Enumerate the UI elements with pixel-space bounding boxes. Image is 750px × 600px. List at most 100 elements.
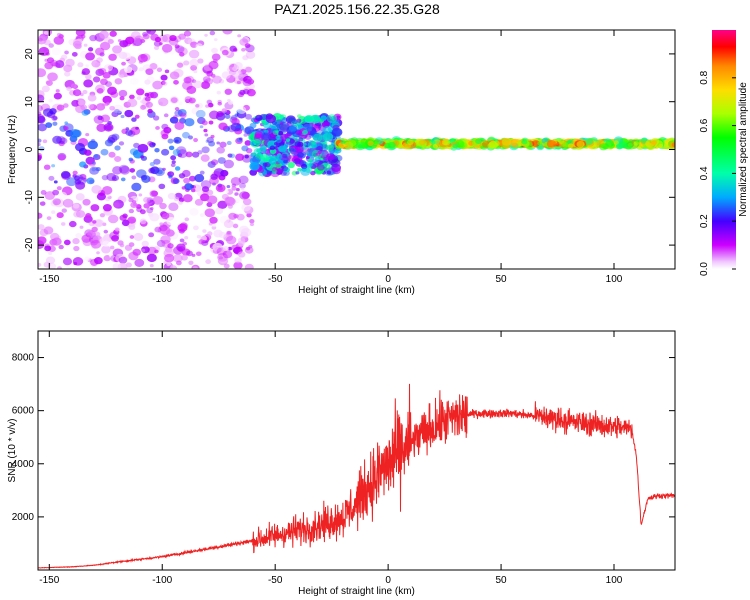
spectral-blob xyxy=(184,183,194,191)
spectral-blob xyxy=(63,239,71,246)
spectral-blob xyxy=(99,41,111,51)
spectral-blob xyxy=(72,89,82,97)
spectral-blob xyxy=(118,256,128,264)
spectral-blob xyxy=(60,170,71,179)
spectral-blob xyxy=(63,103,69,108)
spectral-blob xyxy=(235,153,245,161)
spectral-blob xyxy=(289,124,298,132)
spectral-blob xyxy=(145,68,154,76)
spectral-blob xyxy=(89,104,97,111)
spectral-blob xyxy=(140,104,147,110)
x-tick: 0 xyxy=(385,30,391,285)
spectral-blob xyxy=(202,229,207,233)
spectral-blob xyxy=(613,140,619,145)
spectral-blob xyxy=(191,107,200,115)
spectral-blob xyxy=(46,80,53,86)
spectral-blob xyxy=(38,196,45,202)
spectral-blob xyxy=(95,84,106,93)
spectral-blob xyxy=(52,198,61,206)
spectral-blob xyxy=(75,210,86,218)
spectral-blob xyxy=(430,140,436,145)
spectral-blob xyxy=(38,94,45,103)
spectral-blob xyxy=(562,142,569,148)
spectral-blob xyxy=(39,201,46,206)
spectral-blob xyxy=(244,140,252,146)
spectral-blob xyxy=(249,162,260,171)
spectral-blob xyxy=(215,184,226,193)
spectral-blob xyxy=(235,188,240,192)
spectral-blob xyxy=(227,66,234,73)
spectral-blob xyxy=(218,255,223,260)
spectral-blob xyxy=(81,71,86,75)
spectral-blob xyxy=(168,145,175,151)
y-tick-label: -20 xyxy=(24,237,35,252)
spectral-blob xyxy=(537,141,543,146)
spectral-blob xyxy=(184,118,195,127)
spectral-blob xyxy=(144,92,150,97)
spectral-blob xyxy=(200,81,211,89)
spectral-blob xyxy=(92,220,97,224)
spectral-blob xyxy=(83,79,94,88)
spectral-blob xyxy=(304,115,314,124)
spectral-blob xyxy=(128,208,135,214)
spectral-blob xyxy=(107,214,119,224)
spectral-blob xyxy=(176,62,184,68)
spectral-blob xyxy=(521,139,528,145)
y-tick: 10 xyxy=(24,96,675,107)
spectral-blob xyxy=(293,158,301,165)
spectral-blob xyxy=(584,137,594,146)
spectral-blob xyxy=(77,62,84,68)
y-tick-label: 8000 xyxy=(12,353,35,364)
spectral-blob xyxy=(83,43,88,47)
spectral-blob xyxy=(174,107,180,111)
spectral-blob xyxy=(178,101,183,106)
spectral-blob xyxy=(260,146,267,152)
spectral-blob xyxy=(228,63,238,71)
y-tick-label: 4000 xyxy=(12,459,35,470)
y-tick-label: -10 xyxy=(24,190,35,205)
spectral-blob xyxy=(240,187,245,191)
spectral-blob xyxy=(44,245,52,252)
spectral-blob xyxy=(227,153,233,158)
spectral-blob xyxy=(48,175,55,181)
spectral-blob xyxy=(144,79,151,85)
x-tick: 100 xyxy=(606,331,623,586)
spectral-blob xyxy=(198,239,205,245)
spectral-blob xyxy=(195,103,200,108)
spectral-blob xyxy=(149,190,158,198)
spectral-blob xyxy=(102,222,107,227)
spectral-blob xyxy=(160,74,168,81)
colorbar-tick-label: 0.4 xyxy=(699,166,710,180)
spectral-blob xyxy=(87,159,97,167)
spectral-blob xyxy=(131,117,137,122)
spectral-blob xyxy=(100,114,111,123)
spectral-blob xyxy=(79,225,84,229)
spectral-blob xyxy=(618,141,628,149)
spectral-blob xyxy=(154,147,160,153)
spectral-blob xyxy=(229,153,236,159)
spectral-blob xyxy=(176,146,187,155)
spectral-blob xyxy=(102,95,112,104)
spectral-blob xyxy=(261,132,271,140)
spectral-blob xyxy=(169,50,175,55)
spectral-blob xyxy=(221,71,231,79)
spectral-blob xyxy=(333,113,342,121)
spectral-blob xyxy=(91,226,98,233)
spectral-blob xyxy=(75,30,86,37)
spectral-blob xyxy=(161,133,169,140)
x-tick: 0 xyxy=(385,331,391,586)
spectral-blob xyxy=(38,224,45,230)
spectral-blob xyxy=(197,58,204,64)
spectral-blob xyxy=(241,203,251,212)
x-tick: -100 xyxy=(152,331,173,586)
spectral-blob xyxy=(443,139,451,146)
spectral-blob xyxy=(42,139,48,144)
spectral-blob xyxy=(419,140,426,146)
spectral-blob xyxy=(323,120,331,126)
spectral-blob xyxy=(194,174,205,183)
spectral-blob xyxy=(191,264,200,269)
spectral-blob xyxy=(181,186,186,190)
spectral-blob xyxy=(241,154,253,163)
spectral-blob xyxy=(238,175,249,185)
